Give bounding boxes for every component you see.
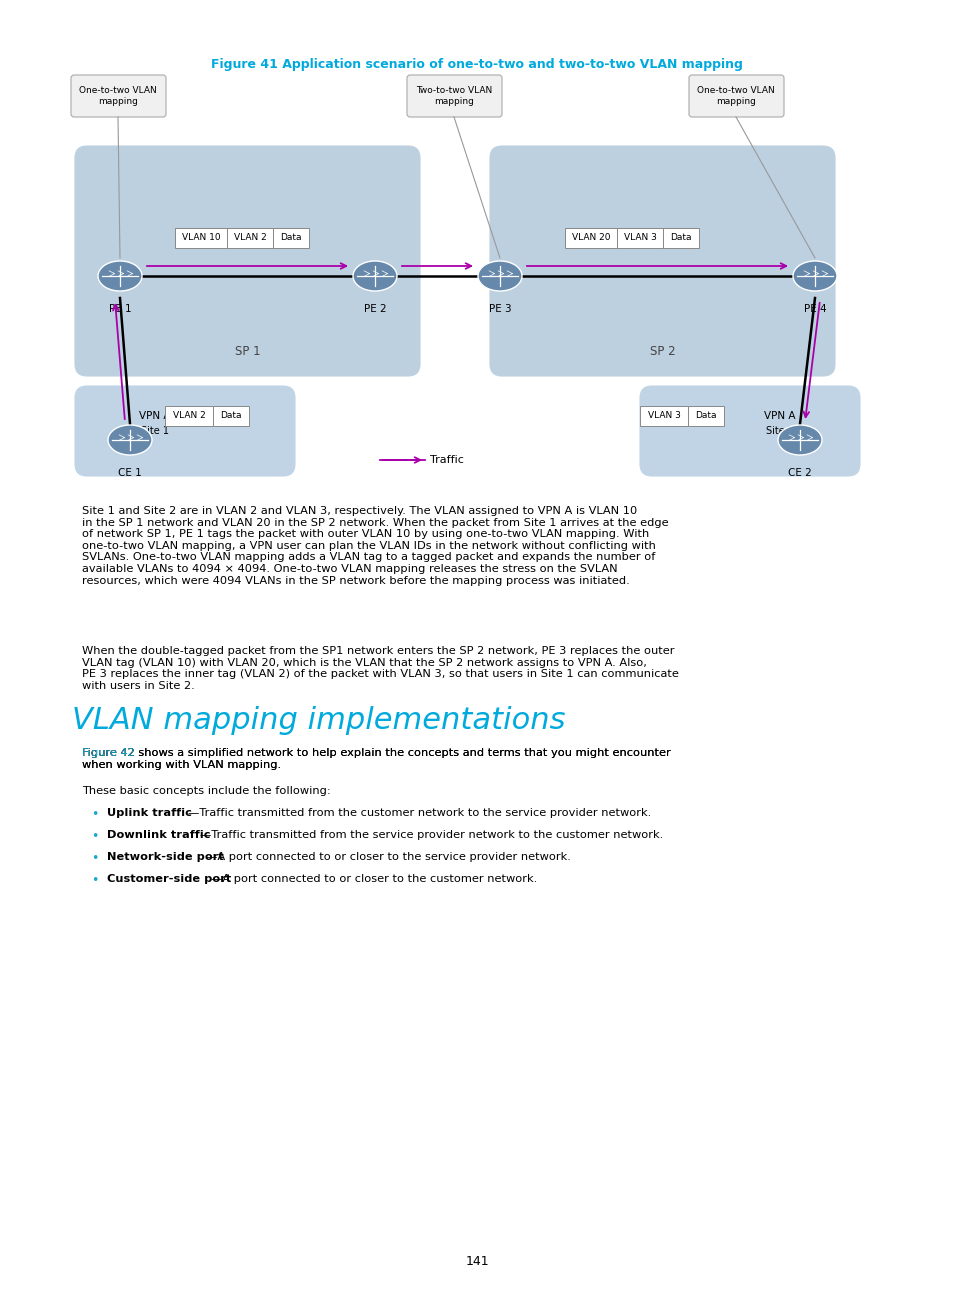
Ellipse shape xyxy=(98,260,142,292)
Text: Data: Data xyxy=(220,412,241,420)
Text: PE 1: PE 1 xyxy=(109,305,132,314)
Text: Data: Data xyxy=(670,233,691,242)
Ellipse shape xyxy=(353,260,396,292)
Bar xyxy=(174,228,227,248)
Text: Site 2: Site 2 xyxy=(765,426,793,435)
Text: Data: Data xyxy=(280,233,301,242)
Text: VLAN 3: VLAN 3 xyxy=(647,412,679,420)
Text: PE 4: PE 4 xyxy=(802,305,825,314)
Text: Data: Data xyxy=(695,412,716,420)
Text: SP 2: SP 2 xyxy=(649,345,675,358)
Bar xyxy=(617,228,662,248)
Text: These basic concepts include the following:: These basic concepts include the followi… xyxy=(82,785,331,796)
Ellipse shape xyxy=(477,260,521,292)
FancyBboxPatch shape xyxy=(490,146,834,376)
Text: Site 1 and Site 2 are in VLAN 2 and VLAN 3, respectively. The VLAN assigned to V: Site 1 and Site 2 are in VLAN 2 and VLAN… xyxy=(82,505,668,586)
Text: •: • xyxy=(91,829,98,842)
FancyBboxPatch shape xyxy=(407,75,501,117)
Text: SP 1: SP 1 xyxy=(234,345,260,358)
Text: —Traffic transmitted from the customer network to the service provider network.: —Traffic transmitted from the customer n… xyxy=(188,807,651,818)
Text: VPN A: VPN A xyxy=(763,411,795,421)
FancyBboxPatch shape xyxy=(688,75,783,117)
Bar xyxy=(213,406,249,426)
Text: Uplink traffic: Uplink traffic xyxy=(107,807,192,818)
Text: —A port connected to or closer to the service provider network.: —A port connected to or closer to the se… xyxy=(206,851,570,862)
Text: Network-side port: Network-side port xyxy=(107,851,224,862)
Ellipse shape xyxy=(792,260,836,292)
Text: •: • xyxy=(91,851,98,864)
Text: Downlink traffic: Downlink traffic xyxy=(107,829,211,840)
Ellipse shape xyxy=(108,425,152,455)
Text: Figure 42: Figure 42 xyxy=(82,748,134,758)
Text: —A port connected to or closer to the customer network.: —A port connected to or closer to the cu… xyxy=(212,874,537,884)
Text: VLAN 3: VLAN 3 xyxy=(623,233,656,242)
Bar xyxy=(273,228,309,248)
Text: VPN A: VPN A xyxy=(139,411,171,421)
Text: VLAN 2: VLAN 2 xyxy=(172,412,205,420)
Text: Figure 42 shows a simplified network to help explain the concepts and terms that: Figure 42 shows a simplified network to … xyxy=(82,748,670,770)
Text: 141: 141 xyxy=(465,1255,488,1267)
Text: •: • xyxy=(91,807,98,820)
FancyBboxPatch shape xyxy=(75,386,294,476)
Text: CE 2: CE 2 xyxy=(787,468,811,478)
FancyBboxPatch shape xyxy=(71,75,166,117)
Bar xyxy=(662,228,699,248)
Text: One-to-two VLAN
mapping: One-to-two VLAN mapping xyxy=(697,87,774,106)
Text: CE 1: CE 1 xyxy=(118,468,142,478)
Text: Site 1: Site 1 xyxy=(141,426,169,435)
Text: PE 3: PE 3 xyxy=(488,305,511,314)
Bar xyxy=(165,406,213,426)
Text: —Traffic transmitted from the service provider network to the customer network.: —Traffic transmitted from the service pr… xyxy=(199,829,662,840)
Bar xyxy=(227,228,273,248)
Text: Customer-side port: Customer-side port xyxy=(107,874,231,884)
Text: VLAN 10: VLAN 10 xyxy=(181,233,220,242)
Text: VLAN 20: VLAN 20 xyxy=(571,233,610,242)
FancyBboxPatch shape xyxy=(75,146,419,376)
Text: When the double-tagged packet from the SP1 network enters the SP 2 network, PE 3: When the double-tagged packet from the S… xyxy=(82,645,679,691)
Bar xyxy=(639,406,687,426)
Text: Figure 42 shows a simplified network to help explain the concepts and terms that: Figure 42 shows a simplified network to … xyxy=(82,748,670,770)
Text: One-to-two VLAN
mapping: One-to-two VLAN mapping xyxy=(79,87,156,106)
Text: PE 2: PE 2 xyxy=(363,305,386,314)
Text: VLAN 2: VLAN 2 xyxy=(233,233,266,242)
Text: Two-to-two VLAN
mapping: Two-to-two VLAN mapping xyxy=(416,87,492,106)
Ellipse shape xyxy=(778,425,821,455)
Bar xyxy=(687,406,723,426)
Text: Figure 41 Application scenario of one-to-two and two-to-two VLAN mapping: Figure 41 Application scenario of one-to… xyxy=(211,58,742,71)
Text: •: • xyxy=(91,874,98,886)
Bar xyxy=(564,228,617,248)
Text: Traffic: Traffic xyxy=(430,455,463,465)
FancyBboxPatch shape xyxy=(639,386,859,476)
Text: VLAN mapping implementations: VLAN mapping implementations xyxy=(71,706,565,735)
